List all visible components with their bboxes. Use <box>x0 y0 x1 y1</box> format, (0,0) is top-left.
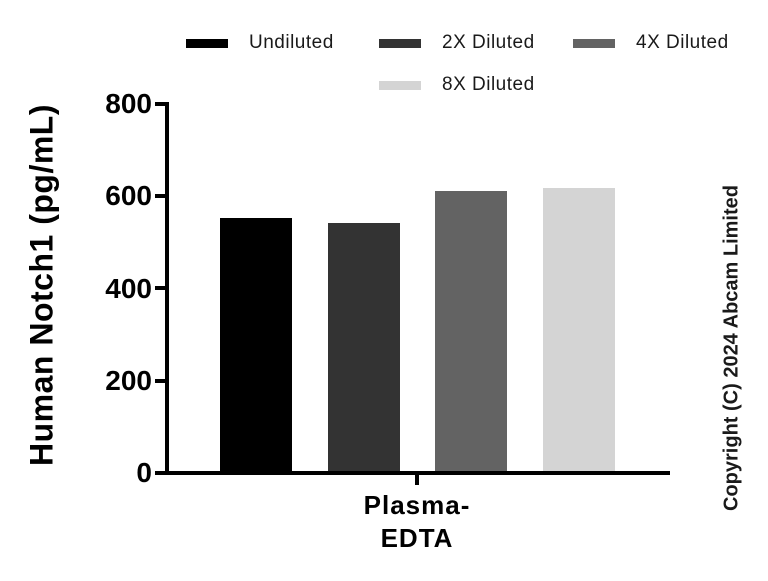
y-tick-mark <box>155 102 167 106</box>
y-tick-label-200: 200 <box>105 364 152 396</box>
y-tick-label-0: 0 <box>136 457 152 488</box>
y-tick-mark <box>155 194 167 198</box>
legend-label-4x-diluted: 4X Diluted <box>636 32 729 53</box>
legend-item-2x-diluted: 2X Diluted <box>379 32 535 53</box>
legend-label-undiluted: Undiluted <box>249 32 334 53</box>
x-category-label: Plasma- EDTA <box>364 489 471 555</box>
legend-swatch-8x-diluted <box>379 80 421 90</box>
y-tick-label-800: 800 <box>105 88 152 119</box>
legend-item-4x-diluted: 4X Diluted <box>573 32 729 53</box>
legend-swatch-4x-diluted <box>573 38 615 48</box>
x-axis-line <box>165 471 670 475</box>
legend-item-undiluted: Undiluted <box>186 32 334 53</box>
legend-swatch-undiluted <box>186 38 228 48</box>
x-category-label-line2: EDTA <box>380 523 454 553</box>
copyright-text: Copyright (C) 2024 Abcam Limited <box>720 185 743 511</box>
y-tick-mark <box>155 471 167 475</box>
y-tick-mark <box>155 286 167 290</box>
y-axis-title: Human Notch1 (pg/mL) <box>23 104 60 466</box>
legend-item-8x-diluted: 8X Diluted <box>379 74 535 95</box>
y-tick-label-400: 400 <box>105 272 152 304</box>
y-tick-mark <box>155 379 167 383</box>
y-tick-label-600: 600 <box>105 180 152 211</box>
legend-label-2x-diluted: 2X Diluted <box>442 32 535 53</box>
bar-2x-diluted <box>328 223 400 471</box>
x-category-label-line1: Plasma- <box>363 490 471 520</box>
legend-label-8x-diluted: 8X Diluted <box>442 74 535 95</box>
bar-8x-diluted <box>543 188 615 471</box>
legend-swatch-2x-diluted <box>379 38 421 48</box>
y-axis-line <box>165 102 169 475</box>
bar-4x-diluted <box>435 191 507 471</box>
bar-undiluted <box>220 218 292 471</box>
x-tick-mark <box>415 475 419 485</box>
